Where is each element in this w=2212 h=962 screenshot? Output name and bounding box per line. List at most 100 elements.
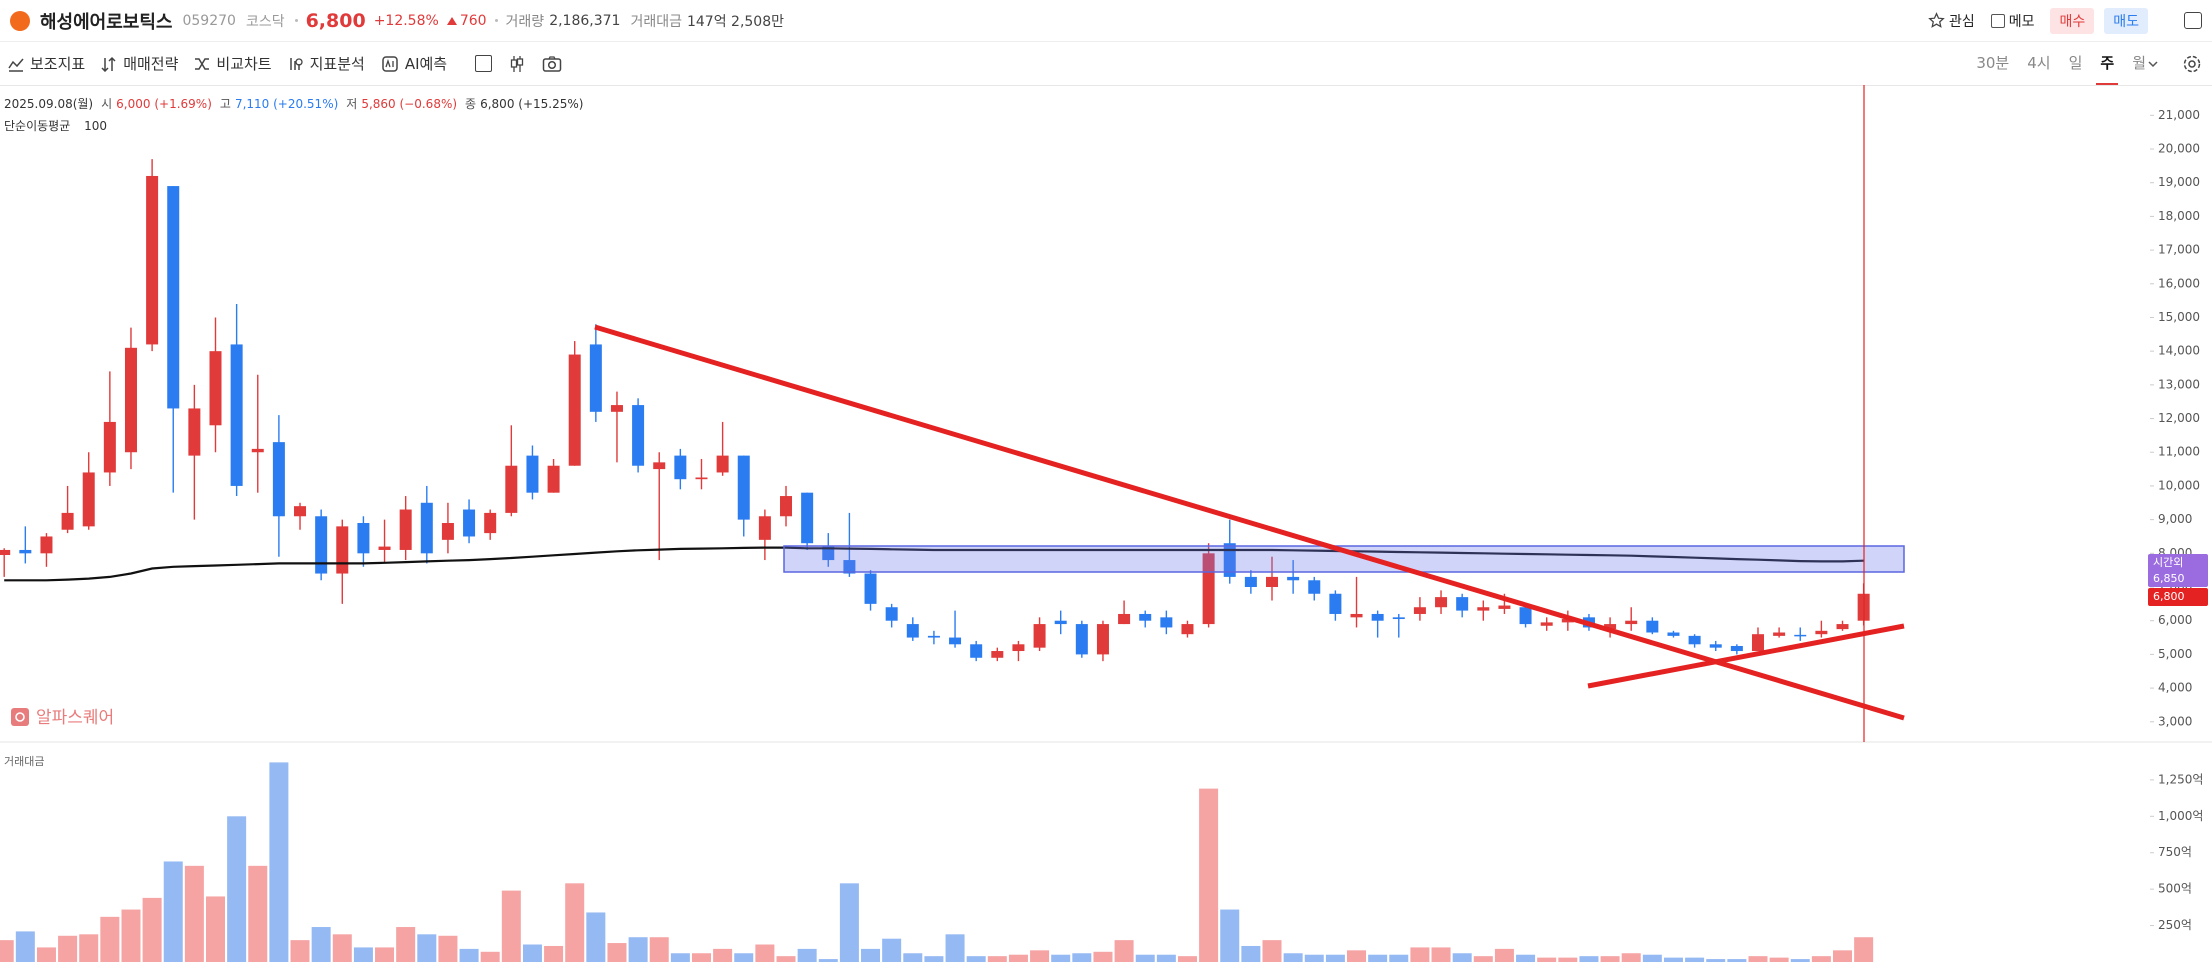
candle-body xyxy=(1604,624,1617,630)
tool[interactable]: 비교차트 xyxy=(194,53,272,74)
change: 760 xyxy=(459,12,487,29)
volume-tick-label: 500억 xyxy=(2158,882,2192,896)
candle-body xyxy=(1371,613,1384,621)
tool[interactable]: AI예측 xyxy=(381,53,447,74)
tool[interactable]: 매매전략 xyxy=(101,53,178,74)
period[interactable]: 30분 xyxy=(1976,54,2010,72)
volume-bar xyxy=(755,944,775,962)
volume-bar xyxy=(882,938,902,962)
candle-body xyxy=(484,512,497,534)
volume-bar xyxy=(184,865,204,962)
candle-body xyxy=(1498,605,1511,609)
panel-toggle[interactable] xyxy=(2184,12,2202,29)
y-tick-label: 20,000 xyxy=(2158,142,2200,156)
volume-bar xyxy=(565,883,585,962)
volume-bar xyxy=(987,956,1007,962)
candle-body xyxy=(1836,624,1849,630)
volume-bar xyxy=(861,948,881,962)
y-tick-label: 11,000 xyxy=(2158,445,2200,459)
period[interactable]: 주 xyxy=(2096,42,2118,85)
tool-label: 보조지표 xyxy=(30,55,86,73)
y-tick-label: 10,000 xyxy=(2158,478,2200,492)
volume-bar xyxy=(375,947,395,962)
volume-bar xyxy=(1093,951,1113,962)
candle-body xyxy=(1773,632,1786,636)
volume-bar xyxy=(1114,940,1134,962)
volume-bar xyxy=(1811,956,1831,962)
candle-body xyxy=(1096,624,1109,655)
tool[interactable]: 지표분석 xyxy=(288,53,365,74)
y-tick-label: 4,000 xyxy=(2158,681,2192,695)
candle-body xyxy=(1730,645,1743,652)
candle-body xyxy=(1667,632,1680,636)
ohlc-value: 7,110 (+20.51%) xyxy=(234,97,339,111)
volume-bar xyxy=(269,762,289,962)
last-price: 6,800 xyxy=(2153,590,2185,603)
market: 코스닥 xyxy=(245,13,285,30)
volume-bar xyxy=(1008,954,1028,962)
volume-bar xyxy=(1473,956,1493,962)
volume-bar xyxy=(332,934,352,962)
period[interactable]: 일 xyxy=(2068,54,2083,72)
candle-body xyxy=(294,506,307,517)
candle-body xyxy=(1413,607,1426,614)
candle-body xyxy=(1202,553,1215,625)
candle-body xyxy=(146,175,159,345)
candle-tool[interactable] xyxy=(508,55,526,73)
candle-body xyxy=(103,421,116,473)
candle-body xyxy=(674,455,687,480)
volume-bar xyxy=(1642,954,1662,962)
volume-bar xyxy=(691,953,711,962)
candle-body xyxy=(82,472,95,527)
candle-body xyxy=(1688,635,1701,645)
volume-bar xyxy=(353,947,373,962)
header: 해성에어로보틱스 059270 코스닥 6,800 +12.58% 760 거래… xyxy=(0,0,2212,41)
period-menu[interactable] xyxy=(2146,57,2160,71)
y-tick-label: 19,000 xyxy=(2158,175,2200,189)
y-tick-label: 9,000 xyxy=(2158,512,2192,526)
settings-icon[interactable] xyxy=(2182,54,2202,74)
stock-name[interactable]: 해성에어로보틱스 xyxy=(40,11,173,33)
candle-body xyxy=(695,477,708,480)
volume-bar xyxy=(628,937,648,962)
ohlc-item: 시 6,000 (+1.69%) xyxy=(93,97,212,111)
volume-bar xyxy=(248,865,268,962)
watch-button[interactable]: 관심 xyxy=(1948,13,1975,30)
volume-bar xyxy=(1769,957,1789,962)
volume-bar xyxy=(649,937,669,962)
candle-body xyxy=(885,607,898,621)
volume-bar xyxy=(1030,950,1050,962)
memo-icon[interactable] xyxy=(1990,13,2005,28)
draw-rect-tool[interactable] xyxy=(475,55,493,72)
tool-icon xyxy=(195,57,210,70)
tool-label: 매매전략 xyxy=(123,55,179,73)
candle-body xyxy=(716,455,729,473)
buy-button[interactable]: 매수 xyxy=(2050,7,2095,34)
screenshot-tool[interactable] xyxy=(542,55,562,73)
candle-body xyxy=(1646,620,1659,633)
candle-body xyxy=(1329,593,1342,614)
tool[interactable]: 보조지표 xyxy=(8,53,85,74)
volume-bar xyxy=(1072,953,1092,962)
ohlc-label: 종 xyxy=(465,97,477,111)
candle-body xyxy=(463,509,476,537)
period[interactable]: 월 xyxy=(2132,54,2146,72)
star-icon[interactable] xyxy=(1928,12,1945,29)
volume-bar xyxy=(1663,957,1683,962)
candle-body xyxy=(209,351,222,426)
candle-body xyxy=(124,347,137,453)
volume-bar xyxy=(839,883,859,962)
volume-bar xyxy=(459,948,479,962)
period[interactable]: 4시 xyxy=(2027,54,2051,72)
tool-icon xyxy=(101,56,116,72)
date: 2025.09.08(월) xyxy=(4,97,94,111)
volume-bar xyxy=(1304,954,1324,962)
volume-bar xyxy=(1262,940,1282,962)
volume-bar xyxy=(100,916,120,962)
sell-button[interactable]: 매도 xyxy=(2104,7,2148,34)
volume-bar xyxy=(121,909,141,962)
memo-button[interactable]: 메모 xyxy=(2008,13,2035,30)
volume-bar xyxy=(396,927,416,962)
candle-body xyxy=(420,502,433,554)
volume-bar xyxy=(544,945,564,962)
